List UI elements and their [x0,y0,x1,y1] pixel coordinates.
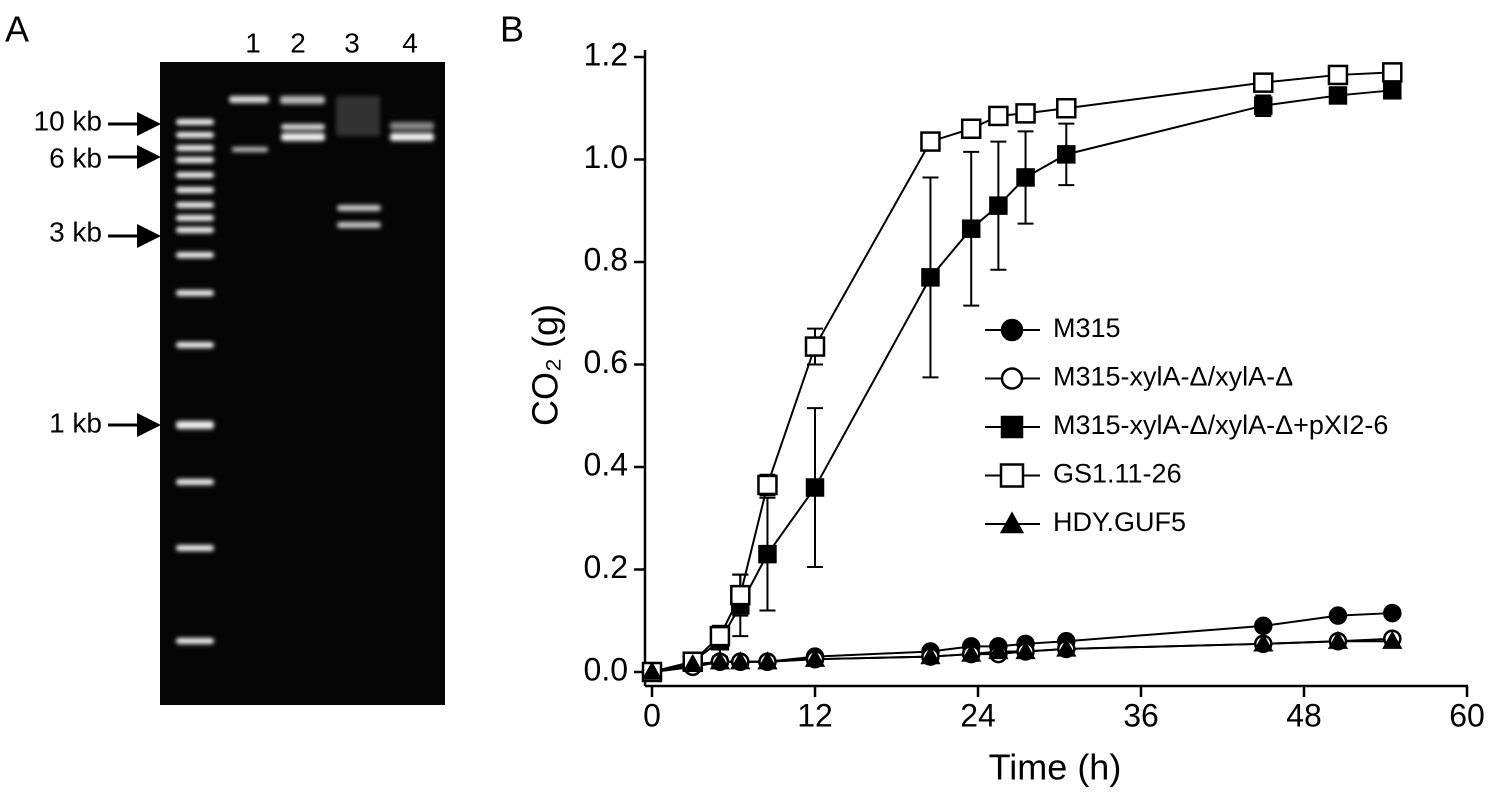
legend-label: M315 [1053,313,1121,343]
marker [961,219,981,238]
marker [804,648,826,667]
y-tick-label: 0.6 [584,344,628,380]
marker [961,643,982,662]
legend-marker [1000,415,1024,439]
marker [1327,630,1349,649]
gel [160,62,445,705]
marker [960,118,982,139]
marker [709,651,731,670]
y-tick-label: 1.2 [584,36,628,72]
marker [1057,145,1076,164]
y-tick-label: 0.4 [584,446,628,482]
marker-label: 3 kb [49,216,102,247]
y-tick-label: 0.2 [584,549,628,585]
marker [1383,81,1402,100]
y-tick-label: 0.8 [584,241,628,277]
marker [1382,630,1403,649]
x-tick-label: 0 [643,697,661,733]
legend-marker [1000,367,1024,390]
panel-label: A [5,9,29,50]
legend-label: HDY.GUF5 [1053,507,1186,537]
marker [1056,638,1077,657]
marker [709,625,731,647]
marker [988,640,1009,660]
marker [641,661,663,680]
x-tick-label: 48 [1286,697,1322,733]
marker [989,196,1008,215]
marker [1254,96,1273,115]
legend-marker [1000,318,1024,342]
legend-label: GS1.11-26 [1053,459,1182,489]
marker [730,584,751,606]
marker [758,544,777,564]
marker-label: 1 kb [49,407,102,438]
x-axis-label: Time (h) [989,747,1122,788]
x-tick-label: 36 [1123,697,1159,733]
lane-label: 4 [402,27,418,58]
lane-label: 3 [344,27,360,58]
panel-label: B [500,9,524,50]
y-tick-label: 0.0 [584,651,628,687]
marker-label: 10 kb [34,105,103,136]
marker [804,336,826,357]
marker [730,651,751,670]
legend-marker [999,463,1025,488]
legend-marker [999,511,1025,534]
marker [757,474,778,496]
marker [1016,168,1035,187]
marker [920,131,941,152]
marker [1056,98,1077,119]
y-tick-label: 1.0 [584,139,628,175]
legend-label: M315-xylA-Δ/xylA-Δ+pXI2-6 [1053,410,1388,440]
legend-label: M315-xylA-Δ/xylA-Δ [1053,362,1293,392]
x-tick-label: 60 [1449,697,1485,733]
marker [988,105,1009,127]
x-tick-label: 12 [797,697,833,733]
lane-label: 1 [245,27,261,58]
lane-label: 2 [290,27,306,58]
marker [1383,603,1402,623]
marker [1327,64,1349,86]
x-tick-label: 24 [960,697,996,733]
marker [1254,616,1273,636]
marker [920,646,941,665]
marker [757,651,778,670]
marker [1015,640,1036,660]
marker [1253,72,1274,93]
marker [805,478,825,497]
marker [1328,606,1348,625]
gel-bands [176,96,434,644]
marker [1253,633,1274,652]
marker [1328,86,1348,105]
marker [682,653,703,672]
y-axis-label: CO₂ (g) [525,304,566,426]
marker [921,268,940,287]
arrows [108,112,161,437]
marker-label: 6 kb [49,142,102,173]
marker [1015,103,1036,124]
marker [1382,62,1403,83]
